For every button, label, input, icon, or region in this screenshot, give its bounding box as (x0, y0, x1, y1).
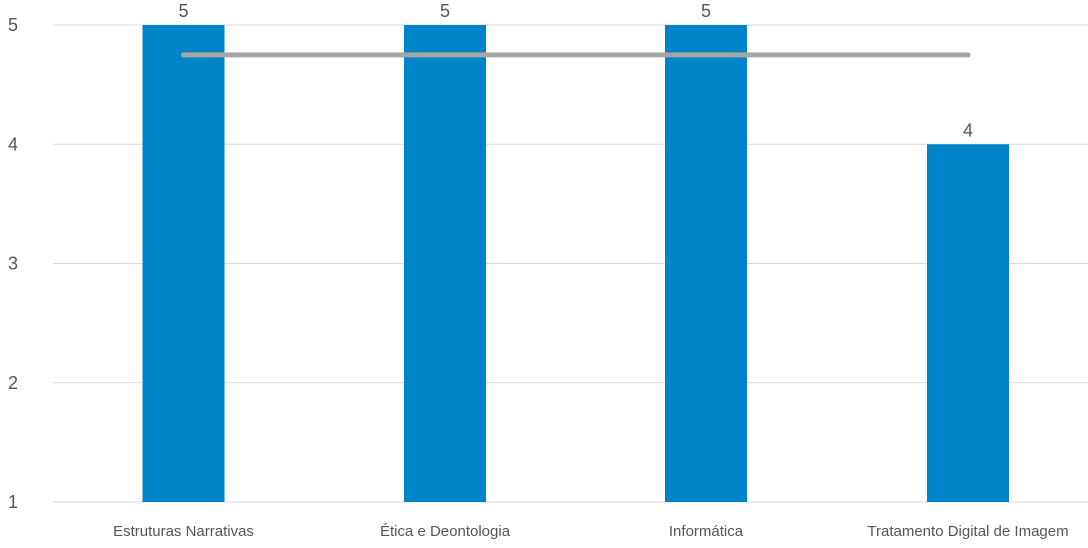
bar (665, 25, 747, 502)
x-category-label: Ética e Deontologia (380, 523, 511, 540)
y-tick-label: 2 (8, 373, 18, 393)
gridlines (53, 24, 1088, 503)
data-label: 5 (178, 1, 188, 21)
data-label: 5 (440, 1, 450, 21)
bar (142, 25, 225, 502)
y-tick-label: 5 (8, 15, 18, 35)
bar (404, 25, 486, 502)
data-label: 4 (963, 120, 973, 140)
data-label: 5 (701, 1, 711, 21)
y-tick-label: 1 (8, 492, 18, 512)
data-labels: 5 5 5 4 (178, 1, 973, 140)
y-tick-label: 4 (8, 134, 18, 154)
bar (927, 144, 1009, 502)
x-category-label: Informática (669, 523, 744, 540)
x-category-label: Estruturas Narrativas (113, 523, 254, 540)
y-tick-label: 3 (8, 254, 18, 274)
x-category-label: Tratamento Digital de Imagem (867, 523, 1068, 540)
y-axis-ticks: 1 2 3 4 5 (8, 15, 18, 512)
bars (142, 25, 1009, 502)
x-axis-categories: Estruturas Narrativas Ética e Deontologia… (113, 523, 1069, 540)
